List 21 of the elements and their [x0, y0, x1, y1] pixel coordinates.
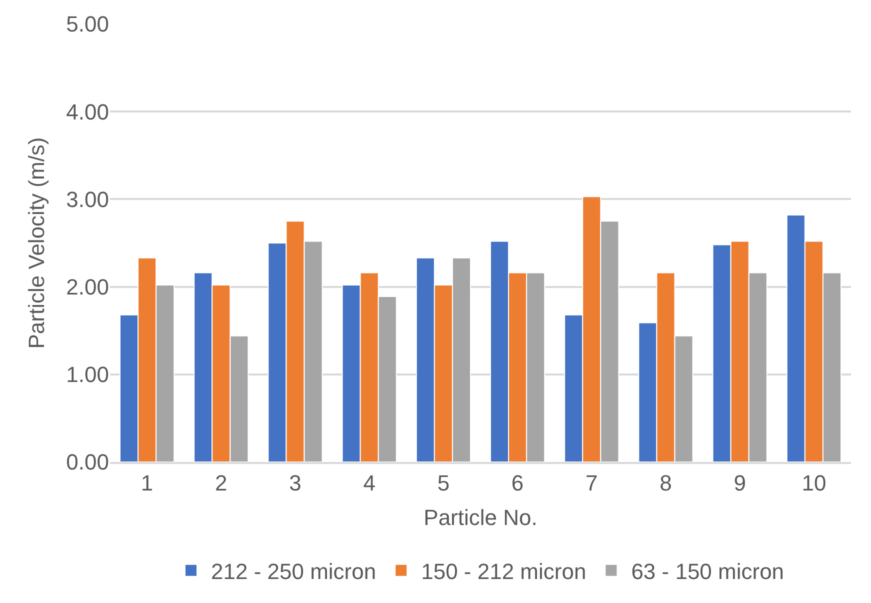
- x-tick-label: 9: [734, 470, 746, 496]
- x-tick-label: 10: [802, 470, 826, 496]
- x-tick-label: 7: [586, 470, 598, 496]
- y-tick-label: 1.00: [66, 362, 109, 388]
- legend-label: 212 - 250 micron: [211, 558, 376, 584]
- y-tick-label: 3.00: [66, 186, 109, 212]
- y-tick-label: 2.00: [66, 274, 109, 300]
- y-tick-label: 0.00: [66, 450, 109, 475]
- x-tick-label: 2: [215, 470, 228, 496]
- x-tick-label: 5: [437, 470, 450, 496]
- legend-label: 150 - 212 micron: [421, 558, 586, 584]
- y-axis-title: Particle Velocity (m/s): [24, 137, 49, 349]
- y-tick-label: 4.00: [66, 99, 109, 124]
- x-tick-label: 4: [363, 470, 376, 496]
- x-tick-label: 3: [289, 470, 302, 496]
- x-axis-title: Particle No.: [424, 504, 538, 530]
- legend-label: 63 - 150 micron: [631, 558, 784, 584]
- x-tick-label: 6: [511, 470, 524, 496]
- x-tick-label: 1: [140, 470, 154, 496]
- x-tick-label: 8: [660, 470, 672, 496]
- y-tick-label: 5.00: [66, 12, 109, 37]
